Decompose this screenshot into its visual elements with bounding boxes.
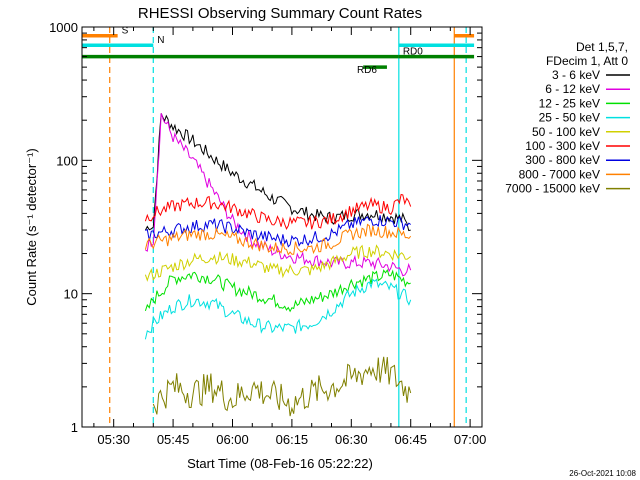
annotation-label-n: N bbox=[157, 35, 164, 46]
x-tick-label-1: 05:45 bbox=[157, 432, 190, 447]
series-line-2 bbox=[144, 268, 411, 313]
series-800-7000-kev bbox=[144, 223, 412, 256]
y-tick-label-3: 1000 bbox=[49, 20, 78, 35]
y-tick-label-0: 1 bbox=[71, 420, 78, 435]
x-tick-label-3: 06:15 bbox=[276, 432, 309, 447]
x-tick-label-2: 06:00 bbox=[216, 432, 249, 447]
x-tick-label-6: 07:00 bbox=[454, 432, 487, 447]
y-tick-label-2: 100 bbox=[56, 153, 78, 168]
y-tick-label-1: 10 bbox=[64, 287, 78, 302]
x-tick-label-4: 06:30 bbox=[335, 432, 368, 447]
series-100-300-kev bbox=[144, 193, 412, 230]
series-line-3 bbox=[144, 278, 412, 340]
legend-label-4: 50 - 100 keV bbox=[532, 125, 600, 139]
legend-label-5: 100 - 300 keV bbox=[525, 139, 600, 153]
legend-label-6: 300 - 800 keV bbox=[525, 153, 600, 167]
x-tick-label-0: 05:30 bbox=[97, 432, 130, 447]
chart-title: RHESSI Observing Summary Count Rates bbox=[138, 5, 422, 22]
legend-label-8: 7000 - 15000 keV bbox=[505, 182, 600, 196]
series-3-6-kev bbox=[144, 113, 411, 232]
legend-label-0: 3 - 6 keV bbox=[552, 68, 600, 82]
series-25-50-kev bbox=[144, 278, 412, 340]
annotation-label-rd6: RD6 bbox=[357, 65, 377, 76]
legend-label-1: 6 - 12 keV bbox=[545, 82, 600, 96]
series-line-4 bbox=[144, 244, 412, 282]
y-axis-label: Count Rate (s⁻¹ detector⁻¹) bbox=[24, 148, 39, 306]
x-tick-label-5: 06:45 bbox=[394, 432, 427, 447]
footer-date: 26-Oct-2021 10:08 bbox=[569, 469, 636, 478]
series-line-5 bbox=[144, 193, 412, 230]
series-50-100-kev bbox=[144, 244, 412, 282]
legend-label-3: 25 - 50 keV bbox=[539, 111, 600, 125]
legend-header-line-1: Det 1,5,7, bbox=[576, 40, 628, 54]
legend-header-line-2: FDecim 1, Att 0 bbox=[546, 54, 628, 68]
series-6-12-kev bbox=[145, 113, 412, 277]
series-line-1 bbox=[145, 113, 412, 277]
axes: 05:30 05:45 06:00 06:15 06:30 06:45 07:00 1 10 10… bbox=[49, 20, 486, 447]
x-axis-label: Start Time (08-Feb-16 05:22:22) bbox=[187, 456, 373, 471]
annotation-label-s: S bbox=[122, 26, 129, 37]
series-line-8 bbox=[152, 356, 412, 417]
legend-label-2: 12 - 25 keV bbox=[539, 96, 600, 110]
series-12-25-kev bbox=[144, 268, 411, 313]
legend-label-7: 800 - 7000 keV bbox=[519, 167, 600, 181]
plot-area: S N RD0 RD6 bbox=[82, 26, 475, 427]
annotation-label-rd0: RD0 bbox=[403, 47, 423, 58]
series-7000-15000-kev bbox=[152, 356, 412, 417]
plot-frame bbox=[81, 26, 483, 428]
series-line-7 bbox=[144, 223, 412, 256]
series-line-0 bbox=[144, 113, 411, 232]
